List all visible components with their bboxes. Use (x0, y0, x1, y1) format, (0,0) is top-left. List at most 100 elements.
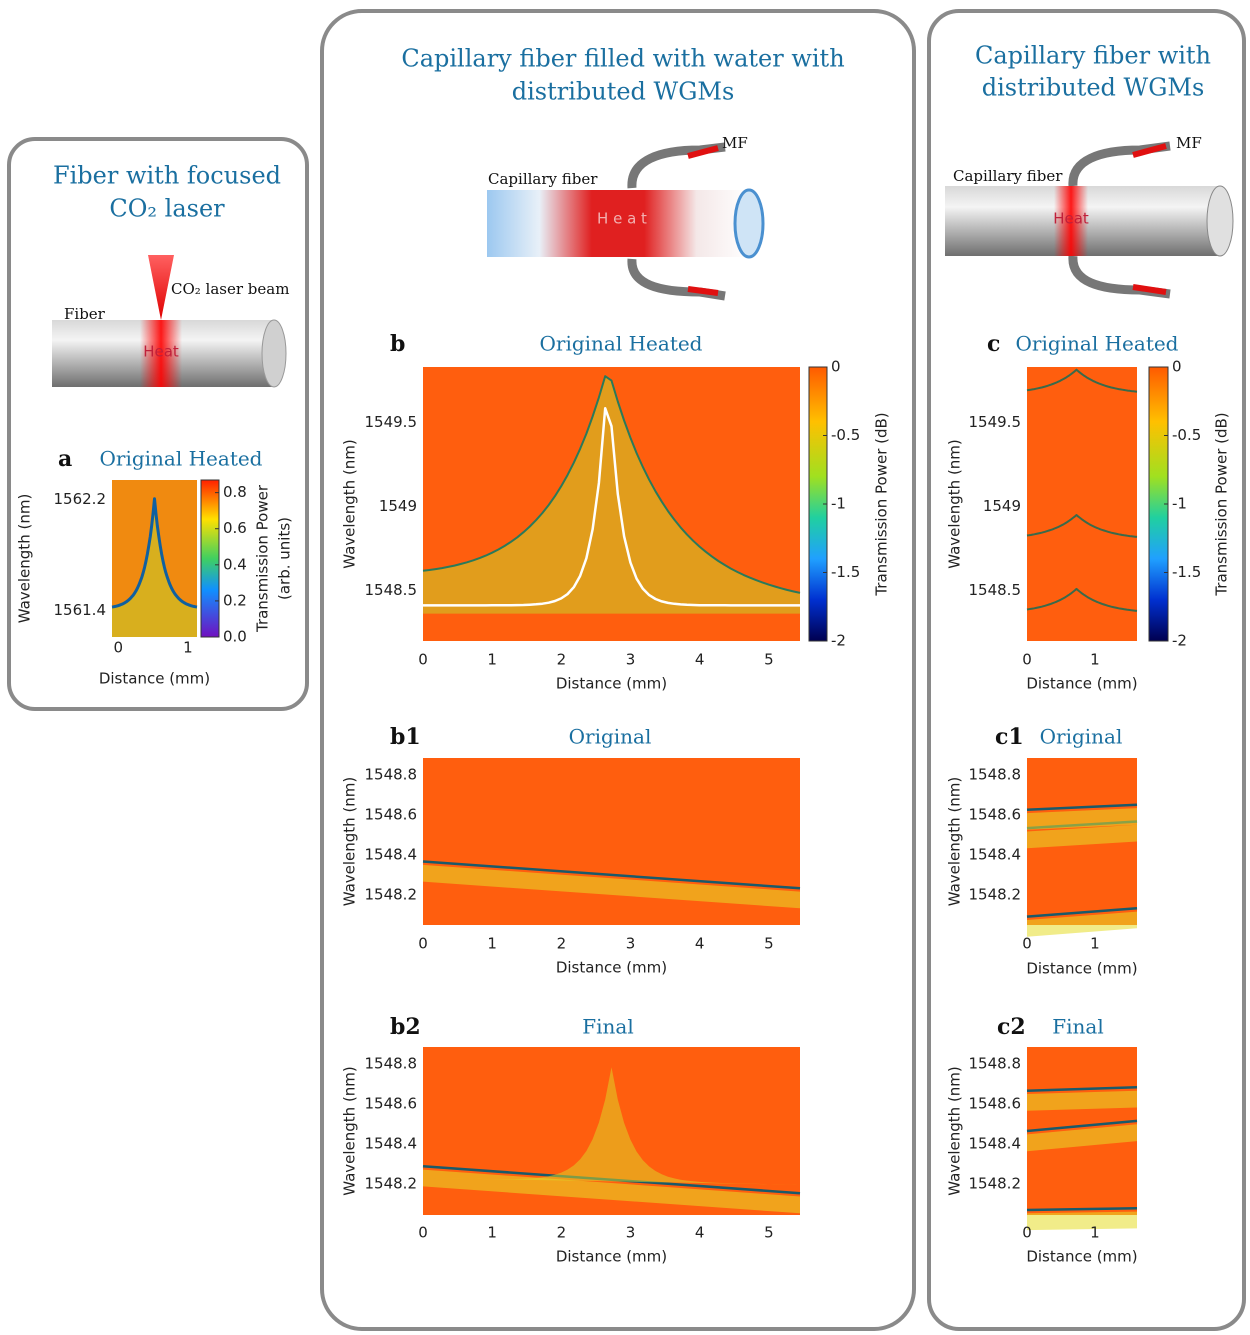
laser-beam (148, 255, 174, 320)
x-tick-label: 1 (1090, 1224, 1100, 1242)
plot: b2 Final Wavelength (nm) Distance (mm) 0 1 2 3 4… (341, 1014, 801, 1266)
plot: b1 Original Wavelength (nm) Distance (mm) 0 1… (341, 724, 801, 977)
y-axis-label: Wavelength (nm) (341, 777, 359, 907)
diagram-label: Capillary fiber (953, 167, 1063, 185)
x-tick-label: 0 (418, 651, 428, 669)
panel-frame (7, 137, 309, 711)
y-tick-label: 1561.4 (54, 601, 107, 619)
heatmap-feature (111, 497, 198, 609)
panel-title: Capillary fiber filled with water with (401, 45, 844, 73)
y-tick-label: 1548.8 (969, 766, 1022, 784)
heatmap-feature (423, 864, 800, 909)
panel-title: distributed WGMs (982, 74, 1205, 102)
diagram-b: Capillary fiber H e a t MF (487, 134, 765, 301)
diagram-c: Capillary fiber Heat MF (945, 134, 1234, 299)
diagram-label: Heat (1053, 210, 1089, 228)
diagram-label: Heat (143, 343, 179, 361)
y-axis-label: Wavelength (nm) (341, 1066, 359, 1196)
heatmap-feature (1026, 368, 1138, 393)
arrow (687, 286, 719, 296)
x-tick-label: 1 (487, 1224, 497, 1242)
x-tick-label: 0 (113, 639, 123, 657)
x-tick-label: 3 (626, 1224, 636, 1242)
y-tick-label: 1548.6 (365, 806, 418, 824)
y-tick-label: 1548.6 (969, 806, 1022, 824)
plot-title: Final (582, 1015, 633, 1039)
heatmap-feature (1026, 514, 1138, 538)
colorbar-tick-label: 0.4 (223, 555, 247, 573)
panel-title: Capillary fiber with (975, 42, 1211, 70)
heatmap-feature (1027, 911, 1137, 937)
x-tick-label: 1 (487, 651, 497, 669)
heatmap-feature (112, 498, 197, 637)
arrow (1132, 143, 1167, 158)
x-tick-label: 1 (487, 935, 497, 953)
y-axis-label: Wavelength (nm) (946, 777, 964, 907)
y-tick-label: 1549 (983, 497, 1021, 515)
x-tick-label: 2 (557, 935, 567, 953)
x-tick-label: 4 (695, 1224, 705, 1242)
y-tick-label: 1548.5 (365, 581, 418, 599)
x-axis-label: Distance (mm) (556, 1248, 667, 1266)
panel-title: distributed WGMs (512, 78, 735, 106)
heatmap-feature (1026, 803, 1138, 812)
plot-title: Original (1040, 725, 1123, 749)
x-tick-label: 1 (1090, 651, 1100, 669)
x-tick-label: 5 (764, 935, 774, 953)
x-tick-label: 0 (1022, 1224, 1032, 1242)
y-axis-label: Wavelength (nm) (946, 1066, 964, 1196)
x-tick-label: 1 (183, 639, 193, 657)
heatmap-feature (1026, 1207, 1138, 1212)
colorbar-tick-label: -0.5 (831, 426, 860, 444)
heatmap-feature (423, 376, 800, 614)
diagram-label: CO₂ laser beam (171, 280, 289, 298)
colorbar-tick-label: 0 (1172, 358, 1182, 376)
heatmap-feature (422, 860, 801, 890)
y-tick-label: 1548.4 (969, 846, 1022, 864)
x-axis-label: Distance (mm) (1026, 1248, 1137, 1266)
colorbar-tick-label: -0.5 (1172, 426, 1201, 444)
colorbar-tick-label: 0.0 (223, 628, 247, 646)
diagram-label: MF (1176, 134, 1202, 152)
plot: c Original Heated Wavelength (nm) Distance … (946, 331, 1231, 693)
y-tick-label: 1548.2 (365, 886, 418, 904)
capillary-body (487, 190, 749, 257)
x-tick-label: 5 (764, 651, 774, 669)
plot: b Original Heated Wavelength (nm) Distance … (341, 331, 891, 693)
colorbar-tick-label: -2 (831, 632, 846, 650)
x-tick-label: 4 (695, 935, 705, 953)
x-tick-label: 2 (557, 1224, 567, 1242)
plot-title: Original Heated (100, 447, 263, 471)
plot: a Original Heated Wavelength (nm) Distance … (16, 446, 294, 688)
x-tick-label: 0 (418, 1224, 428, 1242)
y-tick-label: 1548.2 (969, 886, 1022, 904)
y-axis-label: Wavelength (nm) (341, 439, 359, 569)
y-tick-label: 1548.2 (969, 1175, 1022, 1193)
heatmap-feature (423, 1169, 800, 1214)
x-axis-label: Distance (mm) (556, 675, 667, 693)
heatmap-feature (1027, 1124, 1137, 1152)
y-axis-label: Wavelength (nm) (946, 439, 964, 569)
y-tick-label: 1548.5 (969, 581, 1022, 599)
colorbar-tick-label: -1.5 (1172, 563, 1201, 581)
heatmap-feature (1026, 587, 1138, 612)
plot-title: Final (1052, 1015, 1103, 1039)
diagram-label: Capillary fiber (488, 170, 598, 188)
colorbar-label: Transmission Power (254, 484, 272, 633)
x-tick-label: 3 (626, 651, 636, 669)
heatmap-feature (422, 375, 801, 594)
diagram-a: Fiber CO₂ laser beam Heat (52, 255, 289, 388)
arrow (1132, 284, 1167, 295)
capillary-end (1206, 185, 1234, 257)
heatmap-feature (1026, 907, 1138, 918)
colorbar-tick-label: -1 (1172, 495, 1187, 513)
arrow (687, 145, 719, 159)
colorbar-label: (arb. units) (276, 517, 294, 600)
heatmap-feature (1026, 1086, 1138, 1092)
capillary-end (733, 188, 765, 259)
plot-letter: c (987, 331, 1000, 357)
y-tick-label: 1549.5 (365, 413, 418, 431)
plot-letter: c2 (997, 1014, 1026, 1040)
x-axis-label: Distance (mm) (1026, 675, 1137, 693)
